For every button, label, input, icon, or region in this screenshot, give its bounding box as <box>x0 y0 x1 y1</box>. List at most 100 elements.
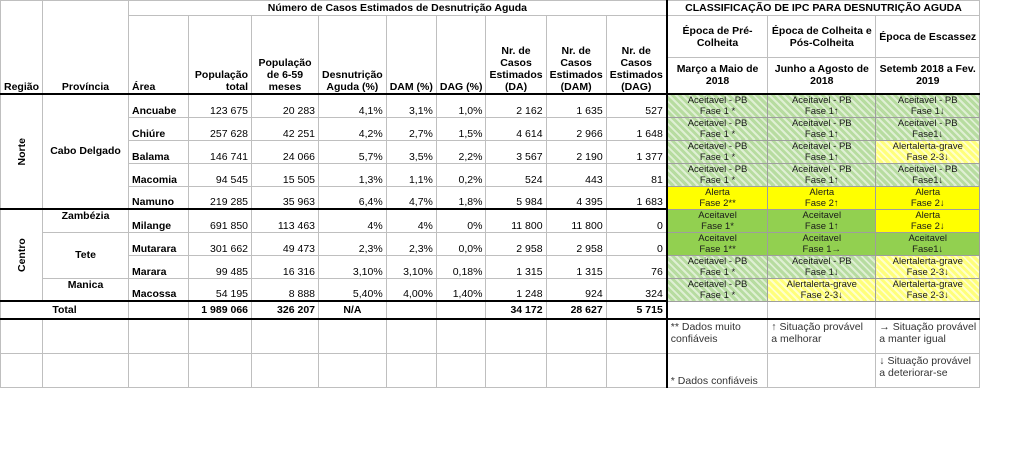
ipc-phase-label: Fase 1↓ <box>804 266 839 278</box>
legend-blank-cell <box>605 352 668 388</box>
legend-blank-cell <box>188 318 253 354</box>
ipc-classification-cell: Aceitavel Fase 1** <box>666 231 769 256</box>
da-cases-cell: 3 567 <box>485 139 547 164</box>
dag-cases-cell: 1 648 <box>605 116 668 141</box>
ipc-status-label: Aceitavel - PB <box>897 117 958 129</box>
ipc-phase-label: Fase1↓ <box>912 174 944 186</box>
pop-659-cell: 15 505 <box>251 162 320 187</box>
ipc-phase-label: Fase 2↑ <box>804 197 839 209</box>
col-header-pop-total: População total <box>188 15 253 95</box>
area-cell: Macossa <box>128 277 190 302</box>
desnutricao-cell: 4,1% <box>318 93 387 118</box>
legend-blank-cell <box>128 318 190 354</box>
ipc-status-label: Aceitavel - PB <box>687 117 748 129</box>
col-header-area: Área <box>128 15 190 95</box>
ipc-classification-cell: Alerta Fase 2↑ <box>767 185 877 210</box>
total-label: Total <box>0 300 130 320</box>
dag-cell: 1,8% <box>435 185 487 210</box>
ipc-status-label: Aceitavel - PB <box>687 94 748 106</box>
legend-blank-cell <box>251 318 320 354</box>
desnutricao-cell: 1,3% <box>318 162 387 187</box>
ipc-status-label: Aceitavel - PB <box>791 140 852 152</box>
ipc-phase-label: Fase 2** <box>699 197 736 209</box>
ipc-classification-cell: Aceitavel Fase1↓ <box>875 231 981 256</box>
da-cases-cell: 11 800 <box>485 208 547 233</box>
dag-cases-cell: 1 377 <box>605 139 668 164</box>
ipc-classification-cell: Aceitavel - PB Fase 1 * <box>666 162 769 187</box>
ipc-status-label: Aceitavel - PB <box>791 163 852 175</box>
ipc-status-label: Aceitavel <box>802 209 842 221</box>
total-blank-area <box>128 300 190 320</box>
ipc-phase-label: Fase 1 * <box>699 174 736 186</box>
legend-row-1: ** Dados muito confiáveis ↑ Situação prová… <box>0 318 981 354</box>
dam-cases-cell: 1 635 <box>545 93 607 118</box>
ipc-phase-label: Fase1↓ <box>912 243 944 255</box>
table-row: Centro Zambézia Milange 691 850 113 463 4% 4% 0… <box>0 208 981 301</box>
area-cell: Marara <box>128 254 190 279</box>
ipc-classification-cell: Alertalerta-grave Fase 2-3↓ <box>875 139 981 164</box>
pop-659-cell: 8 888 <box>251 277 320 302</box>
ipc-status-label: Aceitavel - PB <box>791 117 852 129</box>
da-cases-cell: 1 248 <box>485 277 547 302</box>
ipc-classification-cell: Aceitavel - PB Fase 1 * <box>666 139 769 164</box>
area-cell: Mutarara <box>128 231 190 256</box>
col-header-dag-n: Nr. de Casos Estimados (DAG) <box>605 15 668 95</box>
da-cases-cell: 5 984 <box>485 185 547 210</box>
header-epoca-pre-colheita: Época de Pré- Colheita <box>666 15 769 58</box>
ipc-classification-cell: Alertalerta-grave Fase 2-3↓ <box>875 254 981 279</box>
table-row: Namuno 219 285 35 963 6,4% 4,7% 1,8% 5 984 4 39… <box>1 185 981 210</box>
desnutricao-cell: 3,10% <box>318 254 387 279</box>
legend-blank-cell <box>485 318 547 354</box>
col-header-regiao: Região <box>0 0 44 95</box>
dam-cases-cell: 2 966 <box>545 116 607 141</box>
dam-cases-cell: 1 315 <box>545 254 607 279</box>
legend-blank-cell <box>42 318 130 354</box>
col-header-dag: DAG (%) <box>435 15 487 95</box>
pop-659-cell: 35 963 <box>251 185 320 210</box>
da-cases-cell: 4 614 <box>485 116 547 141</box>
total-blank-dag <box>435 300 487 320</box>
legend-blank-cell <box>545 318 607 354</box>
malnutrition-table-wrapper: Região Província Número de Casos Estimad… <box>0 0 981 388</box>
dag-cell: 0,18% <box>435 254 487 279</box>
ipc-status-label: Aceitavel - PB <box>687 140 748 152</box>
ipc-status-label: Alerta <box>915 186 941 198</box>
dam-cell: 3,5% <box>385 139 437 164</box>
dam-cases-cell: 443 <box>545 162 607 187</box>
ipc-phase-label: Fase 1↓ <box>910 105 945 117</box>
ipc-status-label: Alertalerta-grave <box>786 278 857 290</box>
ipc-status-label: Aceitavel <box>698 209 737 221</box>
legend-blank-cell <box>318 318 387 354</box>
legend-blank-cell <box>385 352 437 388</box>
total-da-cases: 34 172 <box>485 300 547 320</box>
area-cell: Ancuabe <box>128 93 190 118</box>
total-blank-ipc3 <box>875 300 981 320</box>
col-header-desnutricao: Desnutrição Aguda (%) <box>318 15 387 95</box>
dam-cell: 4% <box>385 208 437 233</box>
ipc-classification-cell: Aceitavel - PB Fase 1 * <box>666 254 769 279</box>
ipc-phase-label: Fase1↓ <box>912 128 944 140</box>
ipc-classification-cell: Aceitavel Fase 1→ <box>767 231 877 256</box>
dag-cell: 1,0% <box>435 93 487 118</box>
header-period-2: Junho a Agosto de 2018 <box>767 57 877 95</box>
ipc-classification-cell: Alerta Fase 2↓ <box>875 208 981 233</box>
legend-blank-cell <box>128 352 190 388</box>
province-cell: Manica <box>42 277 130 302</box>
ipc-status-label: Alerta <box>705 186 730 198</box>
table-row: Marara 99 485 16 316 3,10% 3,10% 0,18% 1 315 1 … <box>1 254 981 279</box>
ipc-status-label: Aceitavel - PB <box>791 255 852 267</box>
da-cases-cell: 2 958 <box>485 231 547 256</box>
pop-total-cell: 123 675 <box>188 93 253 118</box>
ipc-phase-label: Fase 1↑ <box>804 174 839 186</box>
legend-blank-cell <box>42 352 130 388</box>
ipc-phase-label: Fase 1 * <box>699 289 736 301</box>
area-cell: Balama <box>128 139 190 164</box>
ipc-classification-cell: Aceitavel - PB Fase 1 * <box>666 93 769 118</box>
ipc-classification-cell: Aceitavel - PB Fase 1↑ <box>767 139 877 164</box>
table-row: Norte Cabo Delgado Ancuabe 123 675 20 283 4,1… <box>0 93 981 210</box>
pop-659-cell: 20 283 <box>251 93 320 118</box>
da-cases-cell: 1 315 <box>485 254 547 279</box>
legend-blank-cell <box>188 352 253 388</box>
dag-cell: 1,40% <box>435 277 487 302</box>
legend-blank-cell <box>0 352 44 388</box>
